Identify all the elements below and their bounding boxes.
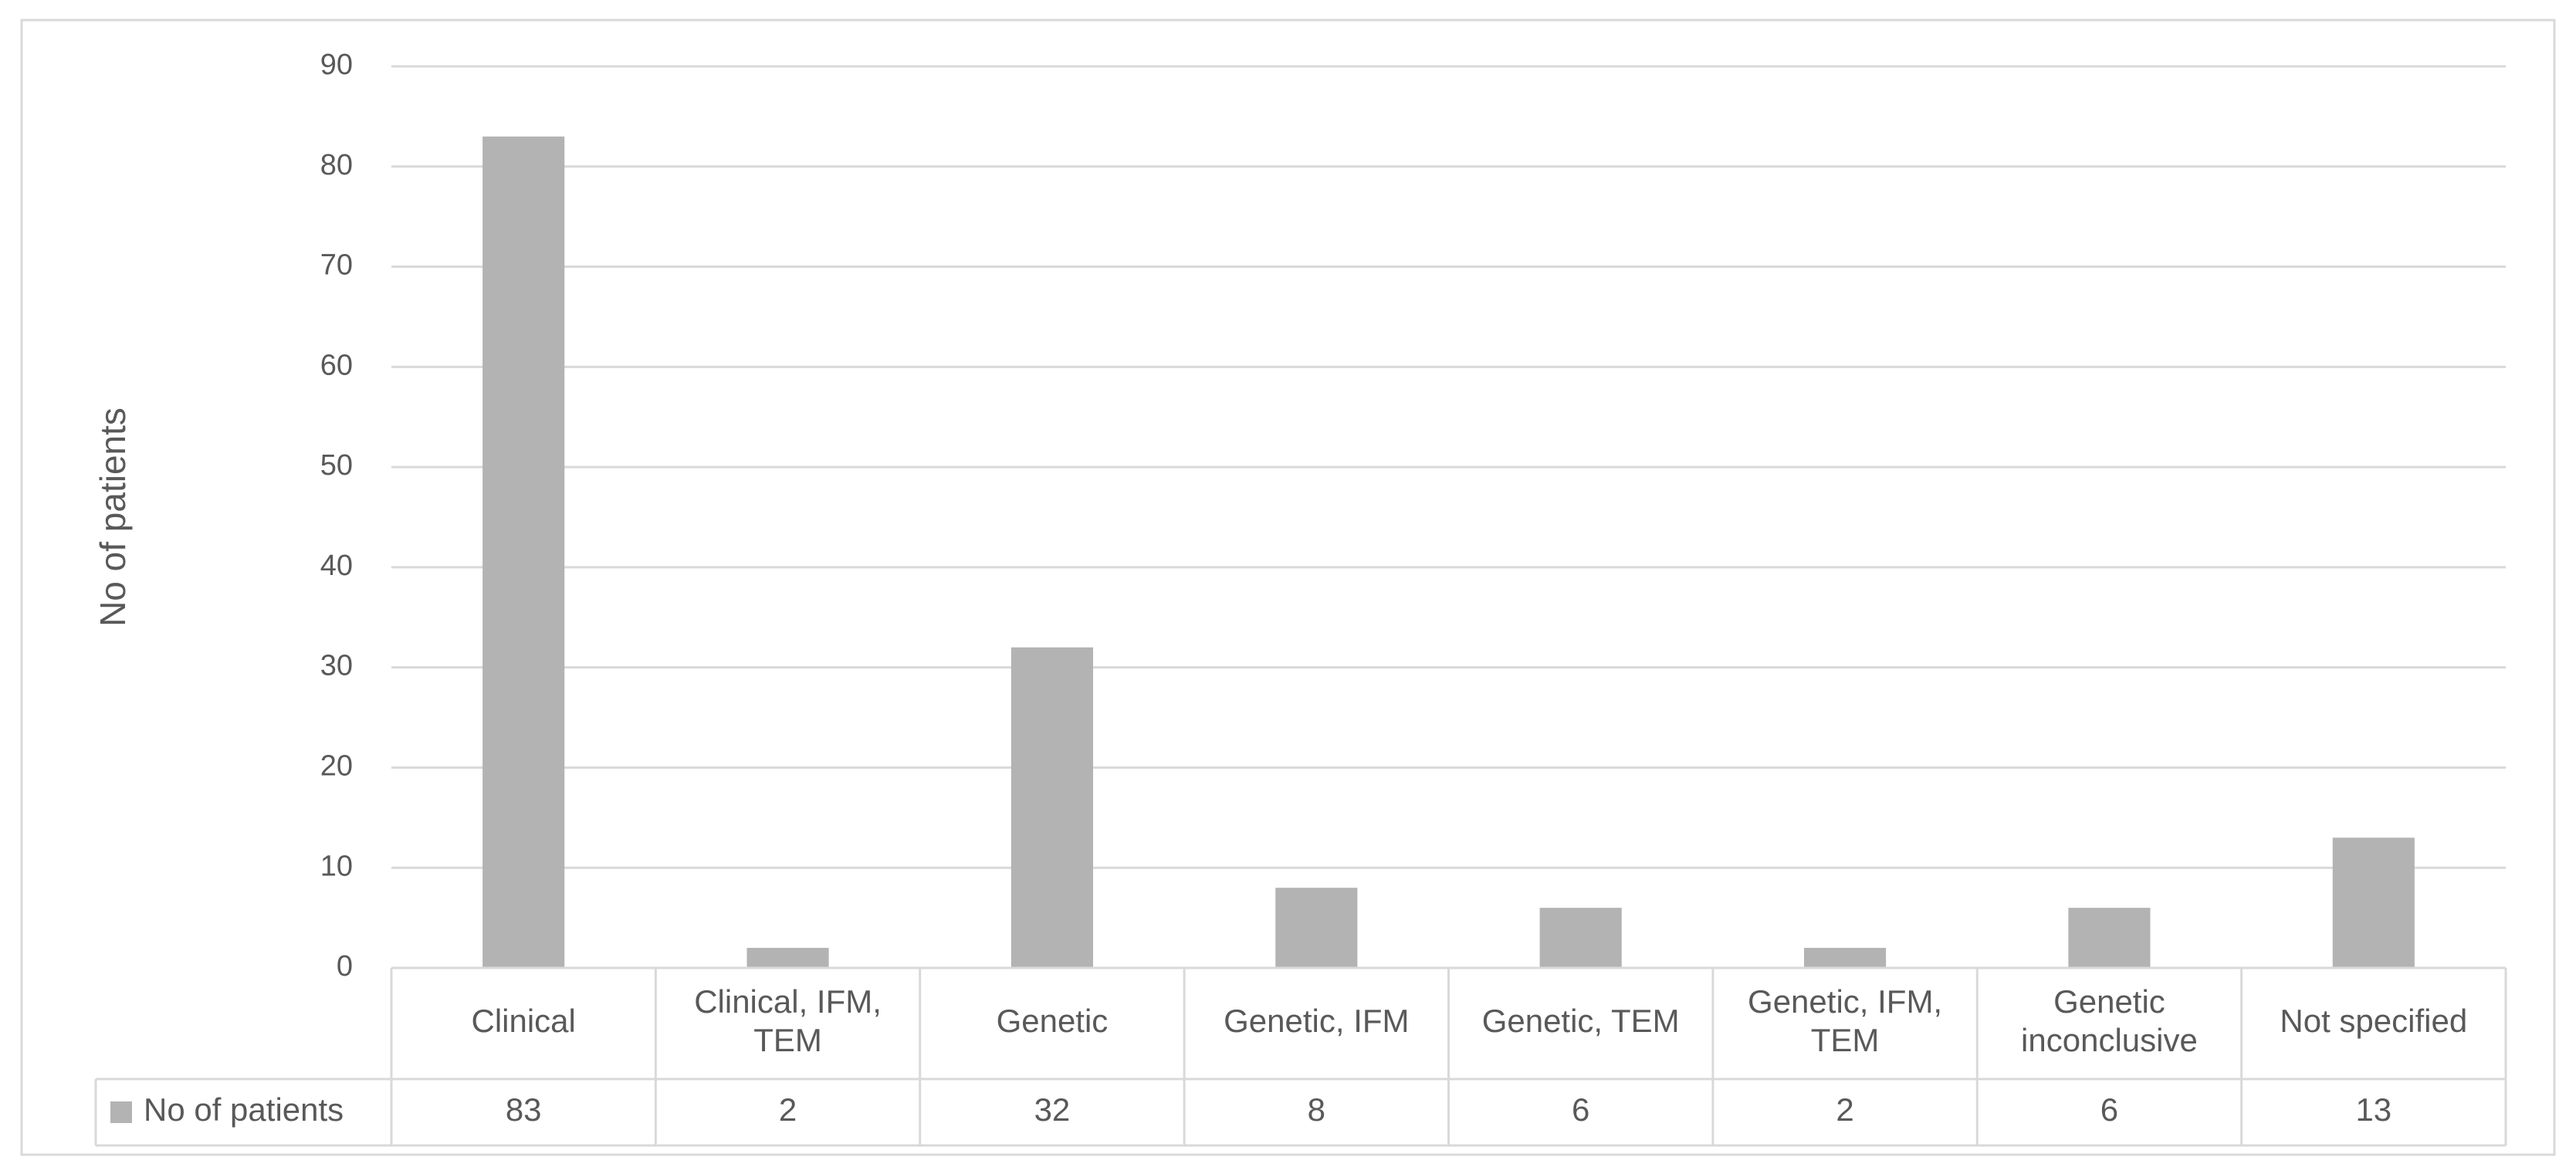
x-category-label: TEM <box>1811 1022 1880 1058</box>
x-category-label: inconclusive <box>2021 1022 2198 1058</box>
y-tick-label: 30 <box>320 650 353 682</box>
y-tick-label: 90 <box>320 49 353 81</box>
bars <box>482 136 2415 968</box>
bar <box>1539 908 1622 968</box>
legend-label: No of patients <box>144 1091 344 1128</box>
bar <box>1803 948 1887 968</box>
y-tick-label: 40 <box>320 550 353 582</box>
y-axis-ticks: 0 10 20 30 40 50 60 70 80 90 <box>320 49 353 983</box>
data-table-value: 6 <box>1572 1091 1589 1128</box>
y-axis-title: No of patients <box>93 408 133 627</box>
data-table-value: 13 <box>2355 1091 2392 1128</box>
x-category-label: Clinical <box>472 1003 576 1039</box>
chart-frame <box>20 19 2556 1156</box>
y-tick-label: 10 <box>320 850 353 882</box>
x-category-label: Genetic, IFM <box>1224 1003 1409 1039</box>
x-category-label: Genetic <box>2053 983 2165 1020</box>
x-category-label: Genetic <box>997 1003 1109 1039</box>
y-tick-label: 20 <box>320 749 353 782</box>
bar <box>1010 647 1094 968</box>
bar <box>746 948 829 968</box>
x-category-label: Genetic, IFM, <box>1748 983 1942 1020</box>
y-tick-label: 0 <box>337 950 353 983</box>
x-category-label: Not specified <box>2280 1003 2467 1039</box>
bar <box>482 136 565 968</box>
y-tick-label: 60 <box>320 349 353 381</box>
bar <box>1275 888 1358 968</box>
gridlines <box>391 65 2506 869</box>
bar <box>2332 837 2415 968</box>
x-category-label: TEM <box>753 1022 822 1058</box>
y-tick-label: 80 <box>320 149 353 181</box>
legend-swatch <box>110 1101 132 1123</box>
data-table-value: 2 <box>1836 1091 1853 1128</box>
data-table-value: 8 <box>1308 1091 1325 1128</box>
x-category-label: Clinical, IFM, <box>694 983 882 1020</box>
data-table-value: 6 <box>2100 1091 2118 1128</box>
data-table-value: 32 <box>1034 1091 1071 1128</box>
y-tick-label: 50 <box>320 449 353 482</box>
bar <box>2068 908 2151 968</box>
y-tick-label: 70 <box>320 249 353 282</box>
data-table-value: 2 <box>779 1091 797 1128</box>
data-table-value: 83 <box>506 1091 542 1128</box>
x-category-label: Genetic, TEM <box>1482 1003 1680 1039</box>
